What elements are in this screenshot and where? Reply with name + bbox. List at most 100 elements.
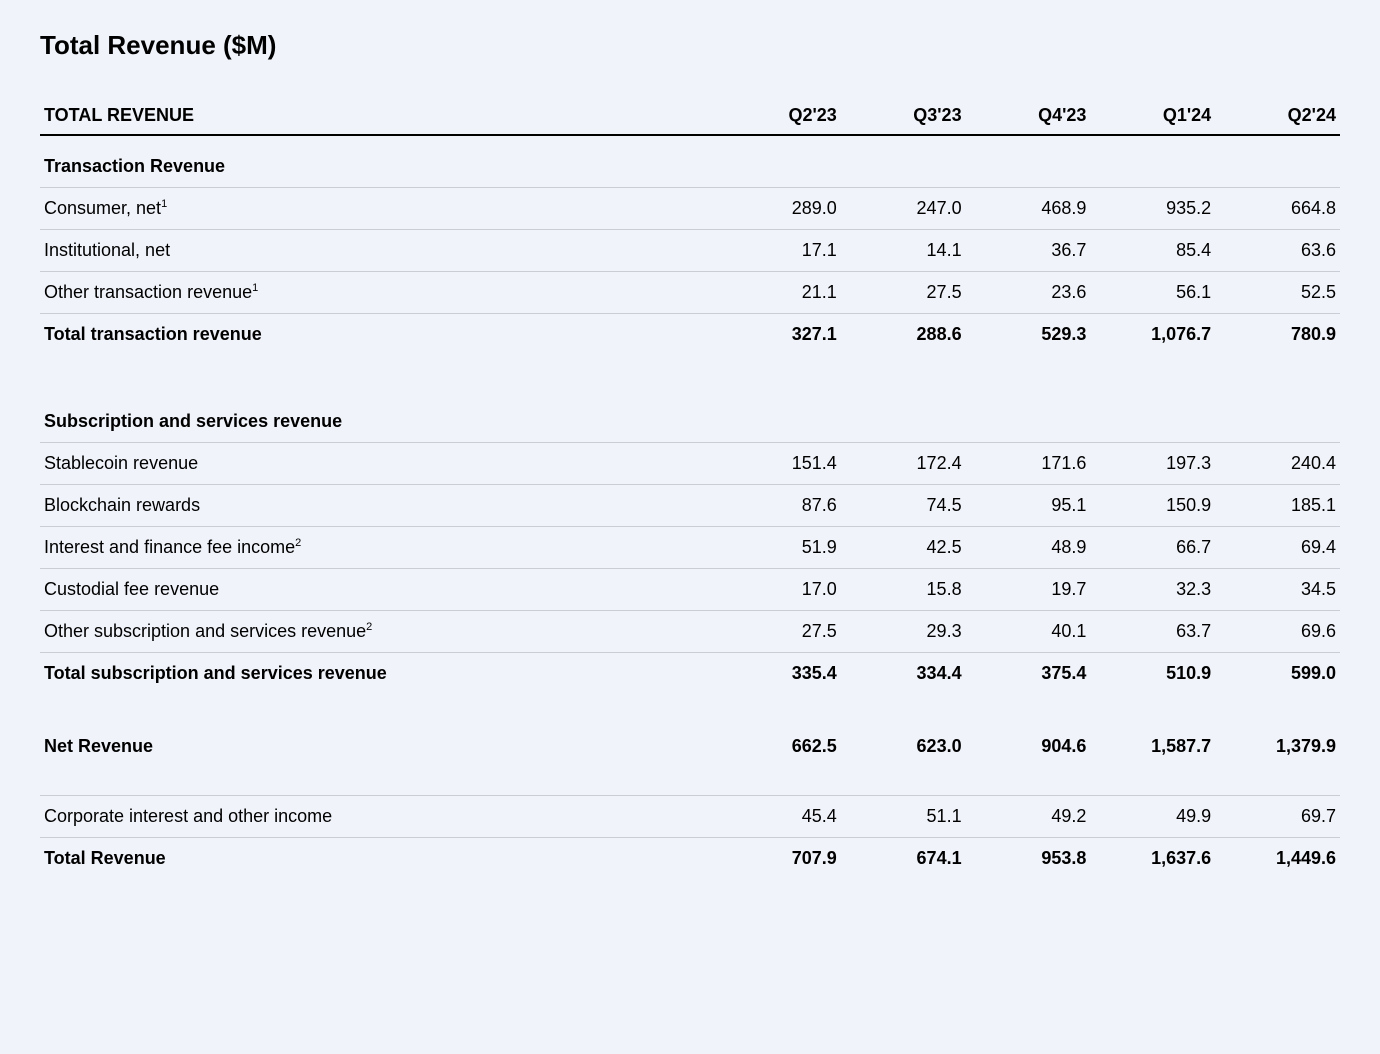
cell-value: 42.5 — [841, 527, 966, 569]
footnote-ref: 1 — [161, 198, 167, 210]
cell-value: 1,637.6 — [1090, 837, 1215, 879]
table-row: Other subscription and services revenue2… — [40, 611, 1340, 653]
cell-value: 1,379.9 — [1215, 694, 1340, 779]
row-label: Consumer, net1 — [40, 188, 716, 230]
net-revenue-row: Net Revenue662.5623.0904.61,587.71,379.9 — [40, 694, 1340, 779]
row-label: Blockchain rewards — [40, 485, 716, 527]
col-header: Q3'23 — [841, 95, 966, 135]
cell-value: 40.1 — [966, 611, 1091, 653]
cell-value: 74.5 — [841, 485, 966, 527]
row-label: Institutional, net — [40, 230, 716, 272]
cell-value: 17.0 — [716, 569, 841, 611]
cell-value: 327.1 — [716, 314, 841, 356]
row-label: Other subscription and services revenue2 — [40, 611, 716, 653]
cell-value: 27.5 — [841, 272, 966, 314]
cell-value: 1,449.6 — [1215, 837, 1340, 879]
col-header: Q2'24 — [1215, 95, 1340, 135]
cell-value: 510.9 — [1090, 653, 1215, 695]
cell-value: 87.6 — [716, 485, 841, 527]
cell-value: 19.7 — [966, 569, 1091, 611]
cell-value: 247.0 — [841, 188, 966, 230]
cell-value: 529.3 — [966, 314, 1091, 356]
cell-value: 52.5 — [1215, 272, 1340, 314]
cell-value: 904.6 — [966, 694, 1091, 779]
cell-value: 468.9 — [966, 188, 1091, 230]
cell-value: 623.0 — [841, 694, 966, 779]
cell-value: 85.4 — [1090, 230, 1215, 272]
cell-value: 34.5 — [1215, 569, 1340, 611]
cell-value: 63.7 — [1090, 611, 1215, 653]
cell-value: 1,076.7 — [1090, 314, 1215, 356]
cell-value: 66.7 — [1090, 527, 1215, 569]
cell-value: 240.4 — [1215, 443, 1340, 485]
row-label: Net Revenue — [40, 694, 716, 779]
cell-value: 49.9 — [1090, 795, 1215, 837]
section-header-row: Transaction Revenue — [40, 135, 1340, 188]
cell-value: 32.3 — [1090, 569, 1215, 611]
cell-value: 29.3 — [841, 611, 966, 653]
cell-value: 14.1 — [841, 230, 966, 272]
cell-value: 334.4 — [841, 653, 966, 695]
cell-value: 953.8 — [966, 837, 1091, 879]
table-row: Consumer, net1289.0247.0468.9935.2664.8 — [40, 188, 1340, 230]
col-header: Q1'24 — [1090, 95, 1215, 135]
cell-value: 780.9 — [1215, 314, 1340, 356]
cell-value: 171.6 — [966, 443, 1091, 485]
table-row: Institutional, net17.114.136.785.463.6 — [40, 230, 1340, 272]
cell-value: 21.1 — [716, 272, 841, 314]
row-label: Custodial fee revenue — [40, 569, 716, 611]
row-label: Interest and finance fee income2 — [40, 527, 716, 569]
cell-value: 185.1 — [1215, 485, 1340, 527]
cell-value: 674.1 — [841, 837, 966, 879]
cell-value: 662.5 — [716, 694, 841, 779]
footnote-ref: 2 — [366, 621, 372, 633]
header-label: TOTAL REVENUE — [40, 95, 716, 135]
row-label: Total Revenue — [40, 837, 716, 879]
section-title: Transaction Revenue — [40, 135, 1340, 188]
cell-value: 69.4 — [1215, 527, 1340, 569]
table-row: Custodial fee revenue17.015.819.732.334.… — [40, 569, 1340, 611]
cell-value: 36.7 — [966, 230, 1091, 272]
corporate-row: Corporate interest and other income45.45… — [40, 795, 1340, 837]
cell-value: 69.7 — [1215, 795, 1340, 837]
row-label: Stablecoin revenue — [40, 443, 716, 485]
table-row: Blockchain rewards87.674.595.1150.9185.1 — [40, 485, 1340, 527]
section-title: Subscription and services revenue — [40, 391, 1340, 443]
row-label: Corporate interest and other income — [40, 795, 716, 837]
cell-value: 27.5 — [716, 611, 841, 653]
cell-value: 151.4 — [716, 443, 841, 485]
cell-value: 664.8 — [1215, 188, 1340, 230]
row-label: Total subscription and services revenue — [40, 653, 716, 695]
cell-value: 172.4 — [841, 443, 966, 485]
row-label: Other transaction revenue1 — [40, 272, 716, 314]
cell-value: 707.9 — [716, 837, 841, 879]
cell-value: 69.6 — [1215, 611, 1340, 653]
cell-value: 45.4 — [716, 795, 841, 837]
col-header: Q4'23 — [966, 95, 1091, 135]
row-label: Total transaction revenue — [40, 314, 716, 356]
table-row: Stablecoin revenue151.4172.4171.6197.324… — [40, 443, 1340, 485]
cell-value: 63.6 — [1215, 230, 1340, 272]
section-total-row: Total transaction revenue327.1288.6529.3… — [40, 314, 1340, 356]
table-row: Interest and finance fee income251.942.5… — [40, 527, 1340, 569]
table-header-row: TOTAL REVENUE Q2'23 Q3'23 Q4'23 Q1'24 Q2… — [40, 95, 1340, 135]
section-header-row: Subscription and services revenue — [40, 391, 1340, 443]
cell-value: 289.0 — [716, 188, 841, 230]
cell-value: 17.1 — [716, 230, 841, 272]
cell-value: 56.1 — [1090, 272, 1215, 314]
cell-value: 197.3 — [1090, 443, 1215, 485]
cell-value: 150.9 — [1090, 485, 1215, 527]
footnote-ref: 1 — [252, 282, 258, 294]
cell-value: 49.2 — [966, 795, 1091, 837]
footnote-ref: 2 — [295, 537, 301, 549]
cell-value: 23.6 — [966, 272, 1091, 314]
table-row: Other transaction revenue121.127.523.656… — [40, 272, 1340, 314]
cell-value: 599.0 — [1215, 653, 1340, 695]
grand-total-row: Total Revenue707.9674.1953.81,637.61,449… — [40, 837, 1340, 879]
cell-value: 15.8 — [841, 569, 966, 611]
page-title: Total Revenue ($M) — [40, 30, 1340, 61]
cell-value: 51.1 — [841, 795, 966, 837]
section-total-row: Total subscription and services revenue 3… — [40, 653, 1340, 695]
cell-value: 48.9 — [966, 527, 1091, 569]
revenue-table: TOTAL REVENUE Q2'23 Q3'23 Q4'23 Q1'24 Q2… — [40, 95, 1340, 879]
